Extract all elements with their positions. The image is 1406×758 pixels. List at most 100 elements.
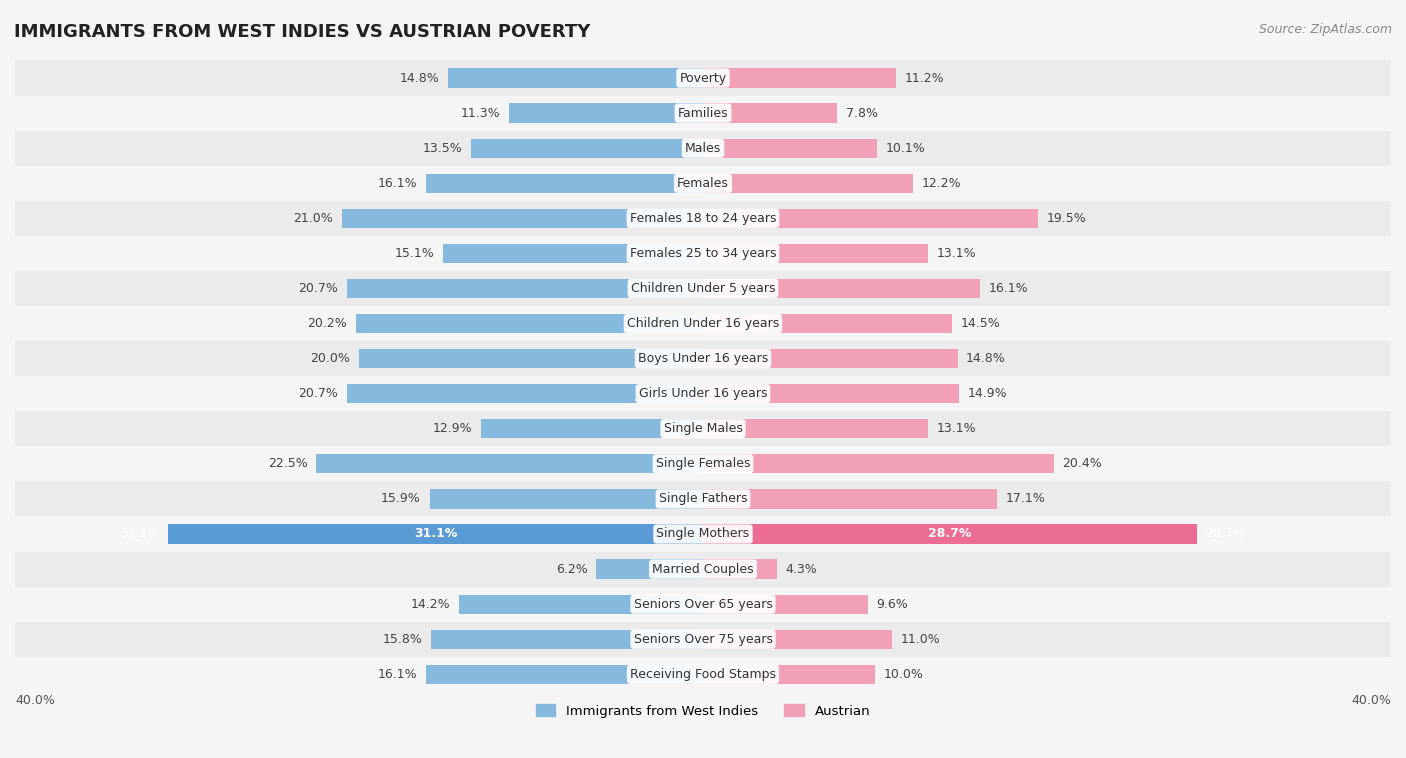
Text: Boys Under 16 years: Boys Under 16 years [638, 352, 768, 365]
Bar [347, 279, 703, 298]
Text: 13.1%: 13.1% [936, 422, 977, 435]
Bar [426, 174, 703, 193]
Bar [703, 68, 896, 88]
Bar [703, 349, 957, 368]
Text: 13.5%: 13.5% [422, 142, 463, 155]
Bar [458, 594, 703, 614]
Bar [15, 306, 1391, 341]
Bar [703, 559, 778, 578]
Text: 11.3%: 11.3% [460, 107, 501, 120]
Text: 28.7%: 28.7% [928, 528, 972, 540]
Bar [359, 349, 703, 368]
Text: 20.0%: 20.0% [311, 352, 350, 365]
Bar [15, 166, 1391, 201]
Bar [703, 174, 912, 193]
Text: 21.0%: 21.0% [294, 211, 333, 225]
Text: Seniors Over 75 years: Seniors Over 75 years [634, 633, 772, 646]
Text: 20.4%: 20.4% [1063, 457, 1102, 471]
Text: 31.1%: 31.1% [413, 528, 457, 540]
Text: 11.2%: 11.2% [904, 71, 943, 85]
Text: Families: Families [678, 107, 728, 120]
Text: 16.1%: 16.1% [988, 282, 1028, 295]
Bar [169, 525, 703, 543]
Bar [703, 489, 997, 509]
Text: 20.2%: 20.2% [307, 317, 347, 330]
Bar [15, 341, 1391, 376]
Text: 40.0%: 40.0% [1351, 694, 1391, 706]
Text: 31.1%: 31.1% [120, 528, 159, 540]
Bar [15, 656, 1391, 692]
Text: 15.1%: 15.1% [395, 247, 434, 260]
Text: 16.1%: 16.1% [378, 177, 418, 190]
Text: Females: Females [678, 177, 728, 190]
Bar [15, 516, 1391, 552]
Bar [15, 622, 1391, 656]
Bar [15, 130, 1391, 166]
Text: Females 18 to 24 years: Females 18 to 24 years [630, 211, 776, 225]
Bar [703, 314, 952, 334]
Bar [316, 454, 703, 474]
Bar [432, 630, 703, 649]
Bar [356, 314, 703, 334]
Bar [703, 244, 928, 263]
Text: 17.1%: 17.1% [1005, 493, 1046, 506]
Bar [15, 201, 1391, 236]
Text: Single Fathers: Single Fathers [659, 493, 747, 506]
Text: 6.2%: 6.2% [555, 562, 588, 575]
Text: Children Under 5 years: Children Under 5 years [631, 282, 775, 295]
Text: Single Mothers: Single Mothers [657, 528, 749, 540]
Text: 40.0%: 40.0% [15, 694, 55, 706]
Text: 16.1%: 16.1% [378, 668, 418, 681]
Text: 14.8%: 14.8% [966, 352, 1005, 365]
Bar [347, 384, 703, 403]
Text: Receiving Food Stamps: Receiving Food Stamps [630, 668, 776, 681]
Text: 12.9%: 12.9% [433, 422, 472, 435]
Text: Source: ZipAtlas.com: Source: ZipAtlas.com [1258, 23, 1392, 36]
Bar [15, 61, 1391, 96]
Text: Poverty: Poverty [679, 71, 727, 85]
Text: 20.7%: 20.7% [298, 282, 339, 295]
Bar [703, 384, 959, 403]
Bar [703, 525, 1197, 543]
Bar [443, 244, 703, 263]
Bar [471, 139, 703, 158]
Bar [15, 412, 1391, 446]
Bar [703, 454, 1054, 474]
Bar [703, 419, 928, 438]
Bar [15, 271, 1391, 306]
Text: 10.1%: 10.1% [886, 142, 925, 155]
Bar [481, 419, 703, 438]
Text: 15.8%: 15.8% [382, 633, 423, 646]
Text: 13.1%: 13.1% [936, 247, 977, 260]
Text: 14.5%: 14.5% [960, 317, 1001, 330]
Text: 10.0%: 10.0% [883, 668, 924, 681]
Text: 22.5%: 22.5% [267, 457, 308, 471]
Bar [509, 103, 703, 123]
Text: 14.8%: 14.8% [401, 71, 440, 85]
Bar [429, 489, 703, 509]
Bar [15, 481, 1391, 516]
Text: 19.5%: 19.5% [1047, 211, 1087, 225]
Text: IMMIGRANTS FROM WEST INDIES VS AUSTRIAN POVERTY: IMMIGRANTS FROM WEST INDIES VS AUSTRIAN … [14, 23, 591, 41]
Bar [426, 665, 703, 684]
Bar [703, 139, 877, 158]
Bar [15, 376, 1391, 412]
Text: 12.2%: 12.2% [921, 177, 962, 190]
Text: Females 25 to 34 years: Females 25 to 34 years [630, 247, 776, 260]
Bar [703, 594, 868, 614]
Bar [703, 103, 837, 123]
Bar [703, 630, 893, 649]
Bar [15, 96, 1391, 130]
Bar [15, 587, 1391, 622]
Bar [15, 446, 1391, 481]
Text: 20.7%: 20.7% [298, 387, 339, 400]
Bar [703, 279, 980, 298]
Bar [449, 68, 703, 88]
Text: Seniors Over 65 years: Seniors Over 65 years [634, 597, 772, 611]
Text: 7.8%: 7.8% [846, 107, 877, 120]
Text: 9.6%: 9.6% [877, 597, 908, 611]
Text: Children Under 16 years: Children Under 16 years [627, 317, 779, 330]
Text: 28.7%: 28.7% [1205, 528, 1246, 540]
Bar [703, 208, 1039, 228]
Text: Married Couples: Married Couples [652, 562, 754, 575]
